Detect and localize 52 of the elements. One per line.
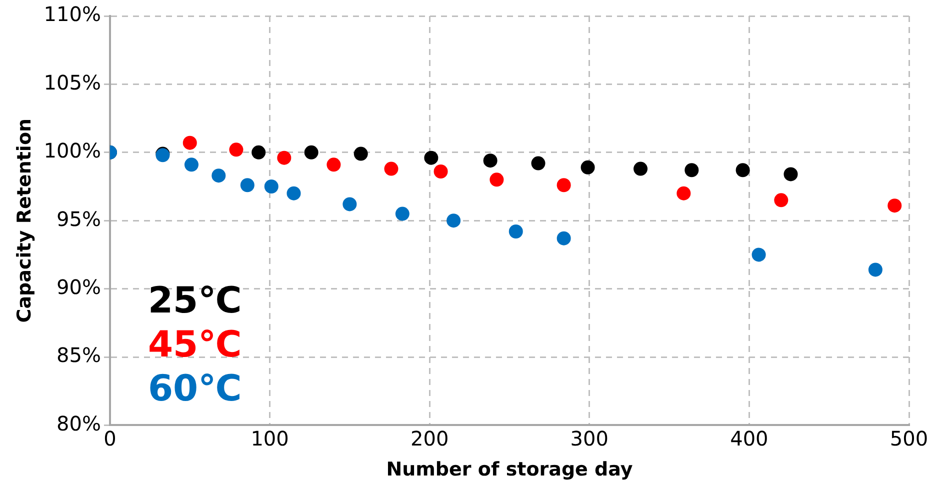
y-tick-label: 90% [56,275,101,300]
y-tick-label: 105% [44,70,101,94]
point [354,146,368,161]
point [395,206,410,221]
point [531,156,546,170]
text: 60℃ [148,368,242,410]
point [490,172,504,187]
point [736,163,750,178]
point [508,224,523,239]
y-tick-label: 85% [56,343,101,368]
point [446,214,461,228]
point [286,186,301,200]
y-tick-label: 80% [56,411,101,436]
point [384,162,398,176]
point [434,164,448,178]
point [264,180,278,194]
point [556,178,571,192]
point [483,154,498,168]
point [212,168,226,183]
point [676,186,691,200]
point [229,142,244,157]
point [277,150,292,165]
point [424,150,438,165]
y-tick-label: 110% [44,2,101,26]
point [326,158,341,172]
x-axis-title: Number of storage day [386,458,634,481]
point [580,160,595,174]
text: 25℃ [148,280,242,322]
point [888,198,902,213]
point [556,231,571,246]
x-tick-label: 500 [890,426,928,450]
point [868,262,882,277]
x-tick-label: 200 [410,426,449,450]
point [182,136,197,150]
point [684,163,699,178]
x-tick-label: 300 [570,426,608,450]
y-tick-label: 100% [44,138,101,163]
point [774,193,788,208]
y-axis-title: Capacity Retention [13,118,36,323]
x-tick-label: 400 [730,426,768,450]
point [240,178,254,192]
point [342,197,357,212]
y-tick-label: 95% [56,206,101,231]
x-tick-label: 0 [104,426,116,450]
point [184,158,198,172]
x-tick-label: 100 [250,426,289,450]
point [252,145,266,160]
point [304,145,318,160]
point [634,162,648,176]
text: 45℃ [148,324,242,366]
point [784,167,798,182]
point [752,248,766,262]
